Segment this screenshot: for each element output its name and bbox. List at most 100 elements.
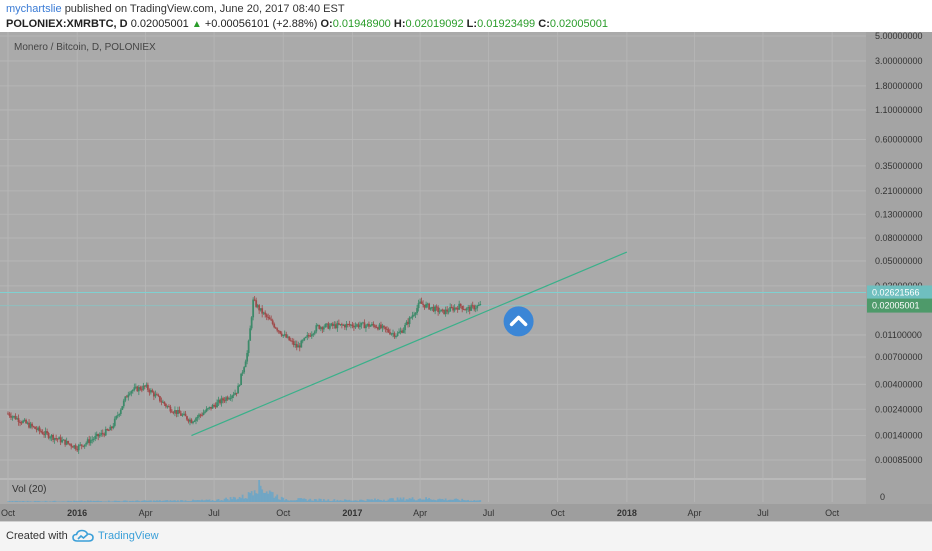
candle-body [270, 319, 272, 320]
candle-body [121, 406, 123, 410]
candle-body [204, 412, 206, 413]
low-value: 0.01923499 [477, 18, 535, 30]
candle-body [323, 327, 325, 329]
candle-body [192, 422, 194, 423]
candle-body [418, 303, 420, 308]
candle-body [93, 439, 95, 440]
created-with-text: Created with [6, 530, 68, 542]
chart-title: Monero / Bitcoin, D, POLONIEX [14, 42, 156, 53]
candle-body [34, 427, 36, 429]
candle-body [194, 421, 196, 422]
candle-body [243, 367, 245, 372]
marker-circle [504, 306, 534, 336]
candle-body [416, 308, 418, 313]
candle-body [25, 420, 27, 423]
open-value: 0.01948900 [333, 18, 391, 30]
candle-body [85, 443, 87, 445]
candle-body [75, 445, 77, 449]
x-tick-label: Oct [276, 508, 291, 518]
candle-body [49, 437, 51, 438]
candle-body [67, 441, 69, 444]
y-tick-label: 0.01100000 [875, 330, 922, 340]
last-price: 0.02005001 [131, 18, 189, 30]
candle-body [410, 317, 412, 318]
candle-body [170, 407, 172, 412]
candle-body [478, 305, 480, 306]
x-tick-label: Jul [757, 508, 769, 518]
candle-body [9, 414, 11, 416]
author-link[interactable]: mychartslie [6, 3, 62, 15]
x-tick-label: Apr [688, 508, 702, 518]
candle-body [42, 432, 44, 434]
candle-body [248, 341, 250, 353]
y-tick-label: 5.00000000 [875, 32, 923, 41]
candle-body [133, 387, 135, 390]
candle-body [108, 430, 110, 431]
candle-body [302, 340, 304, 341]
volume-zero-label: 0 [880, 492, 885, 502]
high-value: 0.02019092 [405, 18, 463, 30]
y-tick-label: 0.00700000 [875, 352, 923, 362]
candle-body [266, 314, 268, 316]
candle-body [114, 419, 116, 426]
x-tick-label: Jul [483, 508, 495, 518]
candle-body [383, 326, 385, 327]
candle-body [70, 444, 72, 446]
symbol-label: POLONIEX:XMRBTC, D [6, 18, 128, 30]
candle-body [403, 330, 405, 333]
tradingview-cloud-icon [72, 529, 94, 548]
candle-body [239, 385, 241, 386]
candle-body [422, 304, 424, 305]
candle-body [272, 320, 274, 323]
candle-body [132, 390, 134, 391]
candle-body [22, 421, 24, 423]
candle-body [425, 304, 427, 307]
candle-body [269, 317, 271, 319]
x-tick-label: 2018 [617, 508, 637, 518]
candle-body [355, 326, 357, 328]
low-label: L: [467, 18, 477, 30]
y-tick-label: 0.00400000 [875, 379, 923, 389]
candle-body [246, 353, 248, 362]
candle-body [324, 324, 326, 327]
candle-body [415, 313, 417, 315]
candle-body [129, 393, 131, 394]
candle-body [311, 334, 313, 336]
candle-body [123, 401, 125, 407]
x-tick-label: Jul [208, 508, 220, 518]
y-tick-label: 0.60000000 [875, 135, 923, 145]
candle-body [237, 386, 239, 394]
candle-body [374, 325, 376, 327]
y-tick-label: 0.05000000 [875, 256, 923, 266]
candle-body [305, 337, 307, 338]
y-tick-label: 1.80000000 [875, 81, 923, 91]
candle-body [303, 338, 305, 340]
candle-body [288, 336, 290, 340]
candle-body [233, 395, 235, 396]
candle-body [312, 334, 314, 335]
candle-body [370, 326, 372, 327]
y-tick-label: 0.35000000 [875, 161, 923, 171]
candle-body [341, 324, 343, 325]
candle-body [182, 415, 184, 416]
candle-body [466, 308, 468, 310]
tradingview-brand-link[interactable]: TradingView [98, 530, 159, 542]
candle-body [264, 313, 266, 315]
candle-body [409, 318, 411, 325]
candle-body [388, 330, 390, 333]
candle-body [460, 304, 462, 306]
candle-body [147, 385, 149, 390]
candle-body [151, 390, 153, 392]
candle-body [421, 302, 423, 304]
candle-body [314, 331, 316, 333]
candle-body [222, 398, 224, 400]
candle-body [186, 416, 188, 419]
candle-body [207, 408, 209, 409]
candle-body [373, 324, 375, 325]
y-tick-label: 1.10000000 [875, 105, 923, 115]
candle-body [31, 424, 33, 426]
candle-body [46, 431, 48, 433]
candle-body [365, 326, 367, 329]
candle-body [115, 416, 117, 419]
